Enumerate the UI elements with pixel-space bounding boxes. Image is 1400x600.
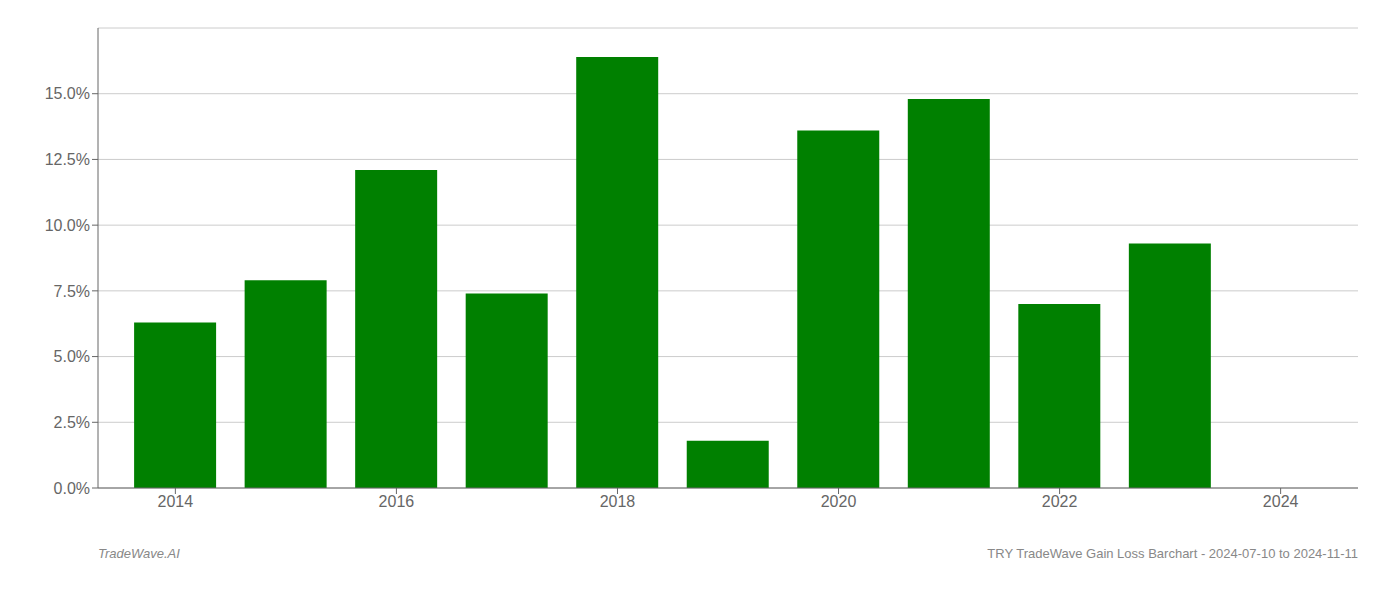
svg-text:2024: 2024 <box>1263 493 1299 510</box>
svg-text:2020: 2020 <box>821 493 857 510</box>
svg-text:0.0%: 0.0% <box>54 480 90 497</box>
svg-text:2.5%: 2.5% <box>54 414 90 431</box>
svg-text:12.5%: 12.5% <box>45 151 90 168</box>
svg-text:10.0%: 10.0% <box>45 217 90 234</box>
html-text:TradeWave.AI: TradeWave.AI <box>98 545 180 561</box>
svg-text:2022: 2022 <box>1042 493 1078 510</box>
svg-text:2018: 2018 <box>600 493 636 510</box>
html-text:TRY TradeWave Gain Loss Barcha: TRY TradeWave Gain Loss Barchart - 2024-… <box>987 545 1358 561</box>
svg-text:2014: 2014 <box>158 493 194 510</box>
svg-text:2016: 2016 <box>379 493 415 510</box>
svg-text:5.0%: 5.0% <box>54 348 90 365</box>
svg-text:7.5%: 7.5% <box>54 283 90 300</box>
svg-text:15.0%: 15.0% <box>45 85 90 102</box>
